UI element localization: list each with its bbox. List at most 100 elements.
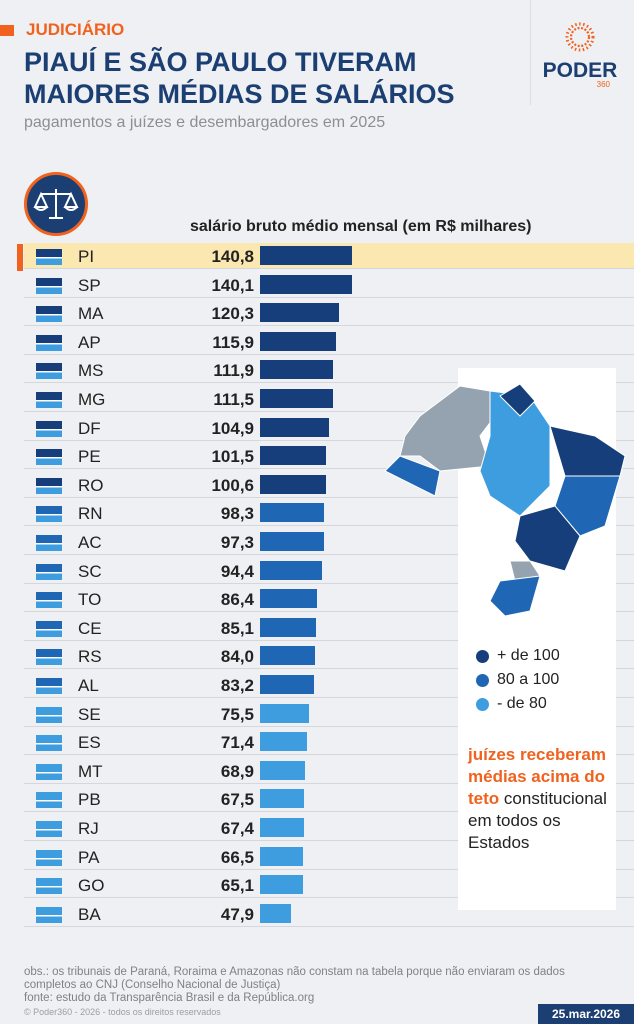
state-flag-icon (36, 563, 62, 580)
state-flag-icon (36, 706, 62, 723)
table-row: MA 120,3 (24, 300, 634, 327)
copyright: © Poder360 - 2026 - todos os direitos re… (24, 1007, 221, 1017)
table-row: SE 75,5 (24, 701, 634, 727)
state-flag-icon (36, 678, 62, 694)
bar (260, 675, 315, 694)
table-row: MS 111,9 (24, 357, 634, 384)
state-flag-icon (36, 649, 62, 666)
bar (260, 560, 322, 580)
state-flag-icon (36, 792, 62, 809)
chart-title: salário bruto médio mensal (em R$ milhar… (190, 218, 532, 235)
legend-item: + de 100 (476, 644, 560, 668)
map-region-high-n (499, 383, 536, 417)
state-flag-icon (36, 735, 62, 752)
state-flag-icon (36, 506, 62, 523)
value-label: 94,4 (220, 561, 254, 581)
value-label: 98,3 (220, 504, 254, 524)
bar (260, 818, 305, 837)
value-label: 47,9 (220, 904, 254, 924)
date-badge: 25.mar.2026 (538, 1004, 634, 1024)
state-flag-icon (36, 449, 62, 466)
value-label: 100,6 (211, 475, 254, 495)
bar (260, 617, 316, 637)
state-label: AP (78, 332, 101, 352)
state-flag-icon (36, 821, 62, 837)
state-label: SP (78, 275, 101, 295)
value-label: 101,5 (211, 447, 254, 467)
value-label: 75,5 (220, 704, 254, 724)
state-label: AL (78, 676, 99, 695)
highlight-marker (17, 244, 23, 271)
bar (260, 875, 303, 895)
state-label: PB (78, 790, 101, 810)
state-label: MA (78, 304, 104, 324)
legend-item: 80 a 100 (476, 668, 560, 692)
table-row: SP 140,1 (24, 272, 634, 298)
state-flag-icon (36, 620, 62, 637)
value-label: 85,1 (220, 618, 254, 638)
bar (260, 331, 336, 351)
sun-icon (565, 22, 595, 52)
value-label: 83,2 (220, 676, 254, 695)
bar (260, 532, 324, 551)
state-flag-icon (36, 477, 62, 494)
table-row: SC 94,4 (24, 558, 634, 584)
bar (260, 646, 315, 666)
value-label: 67,4 (220, 819, 254, 838)
table-row: RO 100,6 (24, 472, 634, 498)
bar (260, 446, 327, 466)
state-label: PA (78, 847, 100, 867)
table-row: AC 97,3 (24, 529, 634, 555)
table-row: PE 101,5 (24, 443, 634, 470)
table-row: DF 104,9 (24, 415, 634, 441)
brazil-map-shape (384, 383, 626, 617)
value-label: 104,9 (211, 418, 254, 438)
value-label: 84,0 (220, 647, 254, 667)
state-flag-icon (36, 363, 62, 380)
value-label: 111,9 (213, 361, 254, 381)
bar (260, 303, 339, 323)
state-label: AC (78, 533, 102, 552)
table-row: TO 86,4 (24, 586, 634, 613)
legend: + de 100 80 a 100 - de 80 (476, 644, 560, 716)
state-flag-icon (36, 306, 62, 323)
table-row: CE 85,1 (24, 615, 634, 641)
bar (260, 474, 326, 494)
state-flag-icon (36, 420, 62, 437)
table-row: PB 67,5 (24, 786, 634, 813)
divider (530, 0, 531, 105)
table-row: BA 47,9 (24, 901, 634, 927)
legend-item: - de 80 (476, 692, 560, 716)
page-title: PIAUÍ E SÃO PAULO TIVERAM MAIORES MÉDIAS… (24, 47, 455, 109)
bar (260, 846, 304, 866)
footnote: obs.: os tribunais de Paraná, Roraima e … (24, 966, 565, 1004)
table-row: ES 71,4 (24, 729, 634, 756)
table-row: RJ 67,4 (24, 815, 634, 841)
table-row: GO 65,1 (24, 872, 634, 899)
value-label: 71,4 (220, 733, 254, 753)
bar (260, 760, 306, 780)
state-label: RJ (78, 819, 99, 838)
state-label: ES (78, 733, 101, 753)
table-row: MT 68,9 (24, 758, 634, 784)
state-flag-icon (36, 277, 62, 294)
state-label: RO (78, 475, 104, 495)
bar (260, 274, 352, 294)
table-row: AL 83,2 (24, 672, 634, 698)
state-flag-icon (36, 334, 62, 351)
value-label: 115,9 (212, 332, 254, 352)
bar (260, 703, 310, 723)
state-flag-icon (36, 392, 62, 408)
bar (260, 503, 325, 523)
state-label: RN (78, 504, 103, 524)
map-region-mid (554, 475, 621, 537)
state-label: SC (78, 561, 102, 581)
table-row: PI 140,8 (24, 243, 634, 269)
poder360-logo: PODER 360 (540, 22, 620, 89)
state-flag-icon (36, 535, 62, 551)
table-row: RS 84,0 (24, 643, 634, 670)
state-label: DF (78, 418, 101, 438)
value-label: 86,4 (220, 590, 254, 610)
map-region-high-w (384, 455, 441, 497)
state-label: CE (78, 618, 102, 638)
